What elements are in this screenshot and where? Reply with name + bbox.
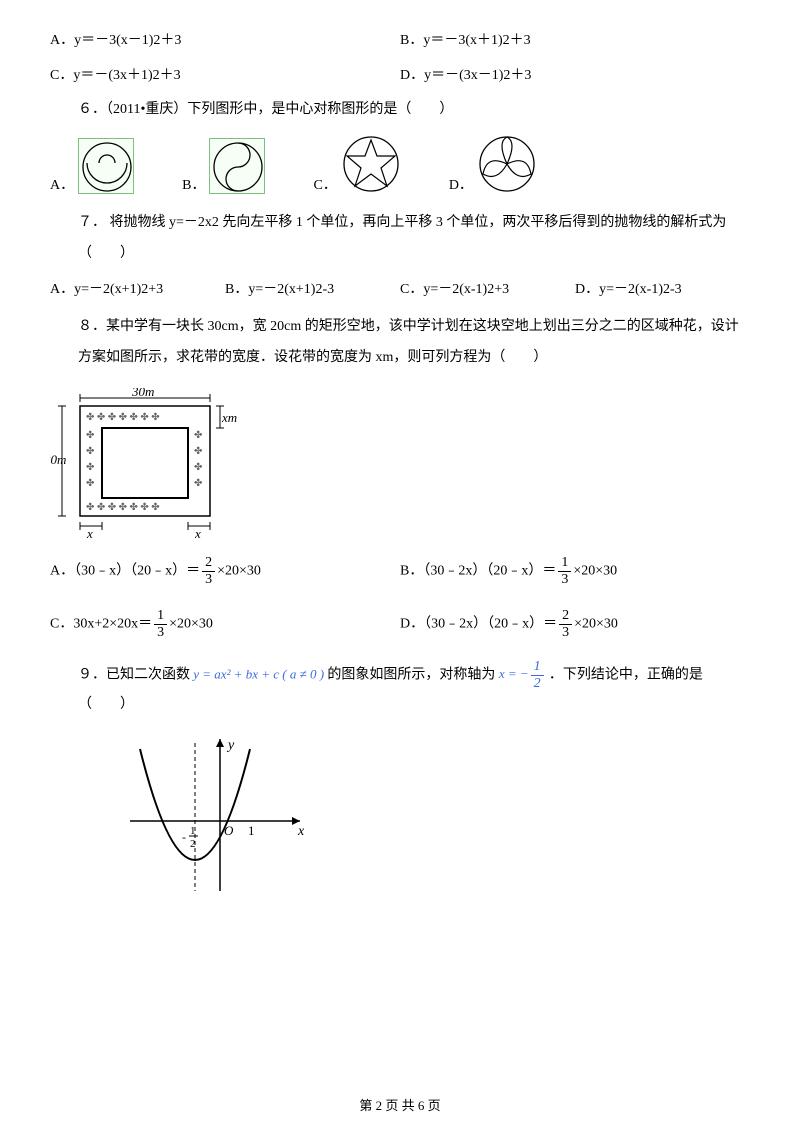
q8-diagram: ✤ ✤ ✤ ✤ ✤ ✤ ✤ ✤ ✤ ✤ ✤ ✤ ✤ ✤ ✤ ✤ ✤ ✤ ✤ ✤ ✤ ✤ 30… — [50, 388, 750, 538]
q6-fig-d — [477, 134, 537, 194]
svg-text:✤: ✤ — [194, 446, 202, 457]
tick-1: 1 — [248, 823, 255, 838]
axis-y-label: y — [226, 738, 235, 753]
q7-opt-b: B．y=－2(x+1)2-3 — [225, 277, 400, 304]
dim-30m: 30m — [131, 388, 154, 399]
q6-label-d: D． — [449, 174, 473, 194]
q8-opt-a: A．（30﹣x）（20﹣x）＝23×20×30 — [50, 556, 400, 587]
q6-label-b: B． — [182, 174, 205, 194]
q5-options-row2: C．y＝－(3x＋1)2＋3 D．y＝－(3x－1)2＋3 — [50, 63, 750, 90]
q8-opt-c: C．30x+2×20x＝13×20×30 — [50, 609, 400, 640]
q9-graph: y x O 1 - 1 2 — [120, 731, 750, 901]
q5-opt-d: D．y＝－(3x－1)2＋3 — [400, 63, 750, 90]
q9-text: ９．已知二次函数 y = ax² + bx + c ( a ≠ 0 ) 的图象如… — [50, 660, 750, 719]
svg-text:✤ ✤ ✤ ✤ ✤ ✤ ✤: ✤ ✤ ✤ ✤ ✤ ✤ ✤ — [86, 502, 160, 513]
q8-opts-row2: C．30x+2×20x＝13×20×30 D．（30﹣2x）（20﹣x）＝23×… — [50, 609, 750, 640]
q8-text: ８．某中学有一块长 30cm，宽 20cm 的矩形空地，该中学计划在这块空地上划… — [50, 312, 750, 374]
q9-eq1: y = ax² + bx + c ( a ≠ 0 ) — [190, 666, 327, 681]
q6-fig-c — [341, 134, 401, 194]
svg-text:✤: ✤ — [194, 430, 202, 441]
q6-figures: A． B． C． D． — [50, 134, 750, 194]
q8-opt-d: D．（30﹣2x）（20﹣x）＝23×20×30 — [400, 609, 750, 640]
q7-opt-c: C．y=－2(x-1)2+3 — [400, 277, 575, 304]
q5-options-row1: A．y＝－3(x－1)2＋3 B．y＝－3(x＋1)2＋3 — [50, 28, 750, 55]
q6-label-c: C． — [313, 174, 336, 194]
svg-text:1: 1 — [190, 825, 196, 837]
svg-text:x: x — [86, 526, 93, 538]
page-footer: 第 2 页 共 6 页 — [0, 1095, 800, 1114]
q5-opt-a: A．y＝－3(x－1)2＋3 — [50, 28, 400, 55]
q6-label-a: A． — [50, 174, 74, 194]
svg-text:-: - — [182, 830, 186, 844]
q7-opt-a: A．y=－2(x+1)2+3 — [50, 277, 225, 304]
svg-text:✤ ✤ ✤ ✤ ✤ ✤ ✤: ✤ ✤ ✤ ✤ ✤ ✤ ✤ — [86, 412, 160, 423]
axis-x-label: x — [297, 824, 305, 839]
q5-opt-b: B．y＝－3(x＋1)2＋3 — [400, 28, 750, 55]
q6-fig-b — [209, 138, 265, 194]
svg-text:✤: ✤ — [86, 478, 94, 489]
dim-xm: xm — [221, 410, 237, 425]
svg-text:2: 2 — [190, 838, 196, 850]
q5-opt-c: C．y＝－(3x＋1)2＋3 — [50, 63, 400, 90]
svg-text:✤: ✤ — [86, 462, 94, 473]
svg-text:✤: ✤ — [194, 462, 202, 473]
q6-text: ６．（2011•重庆）下列图形中，是中心对称图形的是（ ） — [50, 97, 750, 124]
q7-options: A．y=－2(x+1)2+3 B．y=－2(x+1)2-3 C．y=－2(x-1… — [50, 277, 750, 304]
dim-20m: 20m — [50, 452, 66, 467]
svg-text:x: x — [194, 526, 201, 538]
svg-text:✤: ✤ — [86, 430, 94, 441]
q8-opt-b: B．（30﹣2x）（20﹣x）＝13×20×30 — [400, 556, 750, 587]
svg-text:✤: ✤ — [194, 478, 202, 489]
q7-text: ７． 将抛物线 y=－2x2 先向左平移 1 个单位，再向上平移 3 个单位，两… — [50, 208, 750, 270]
q7-opt-d: D．y=－2(x-1)2-3 — [575, 277, 750, 304]
q8-opts-row1: A．（30﹣x）（20﹣x）＝23×20×30 B．（30﹣2x）（20﹣x）＝… — [50, 556, 750, 587]
q6-fig-a — [78, 138, 134, 194]
svg-text:✤: ✤ — [86, 446, 94, 457]
